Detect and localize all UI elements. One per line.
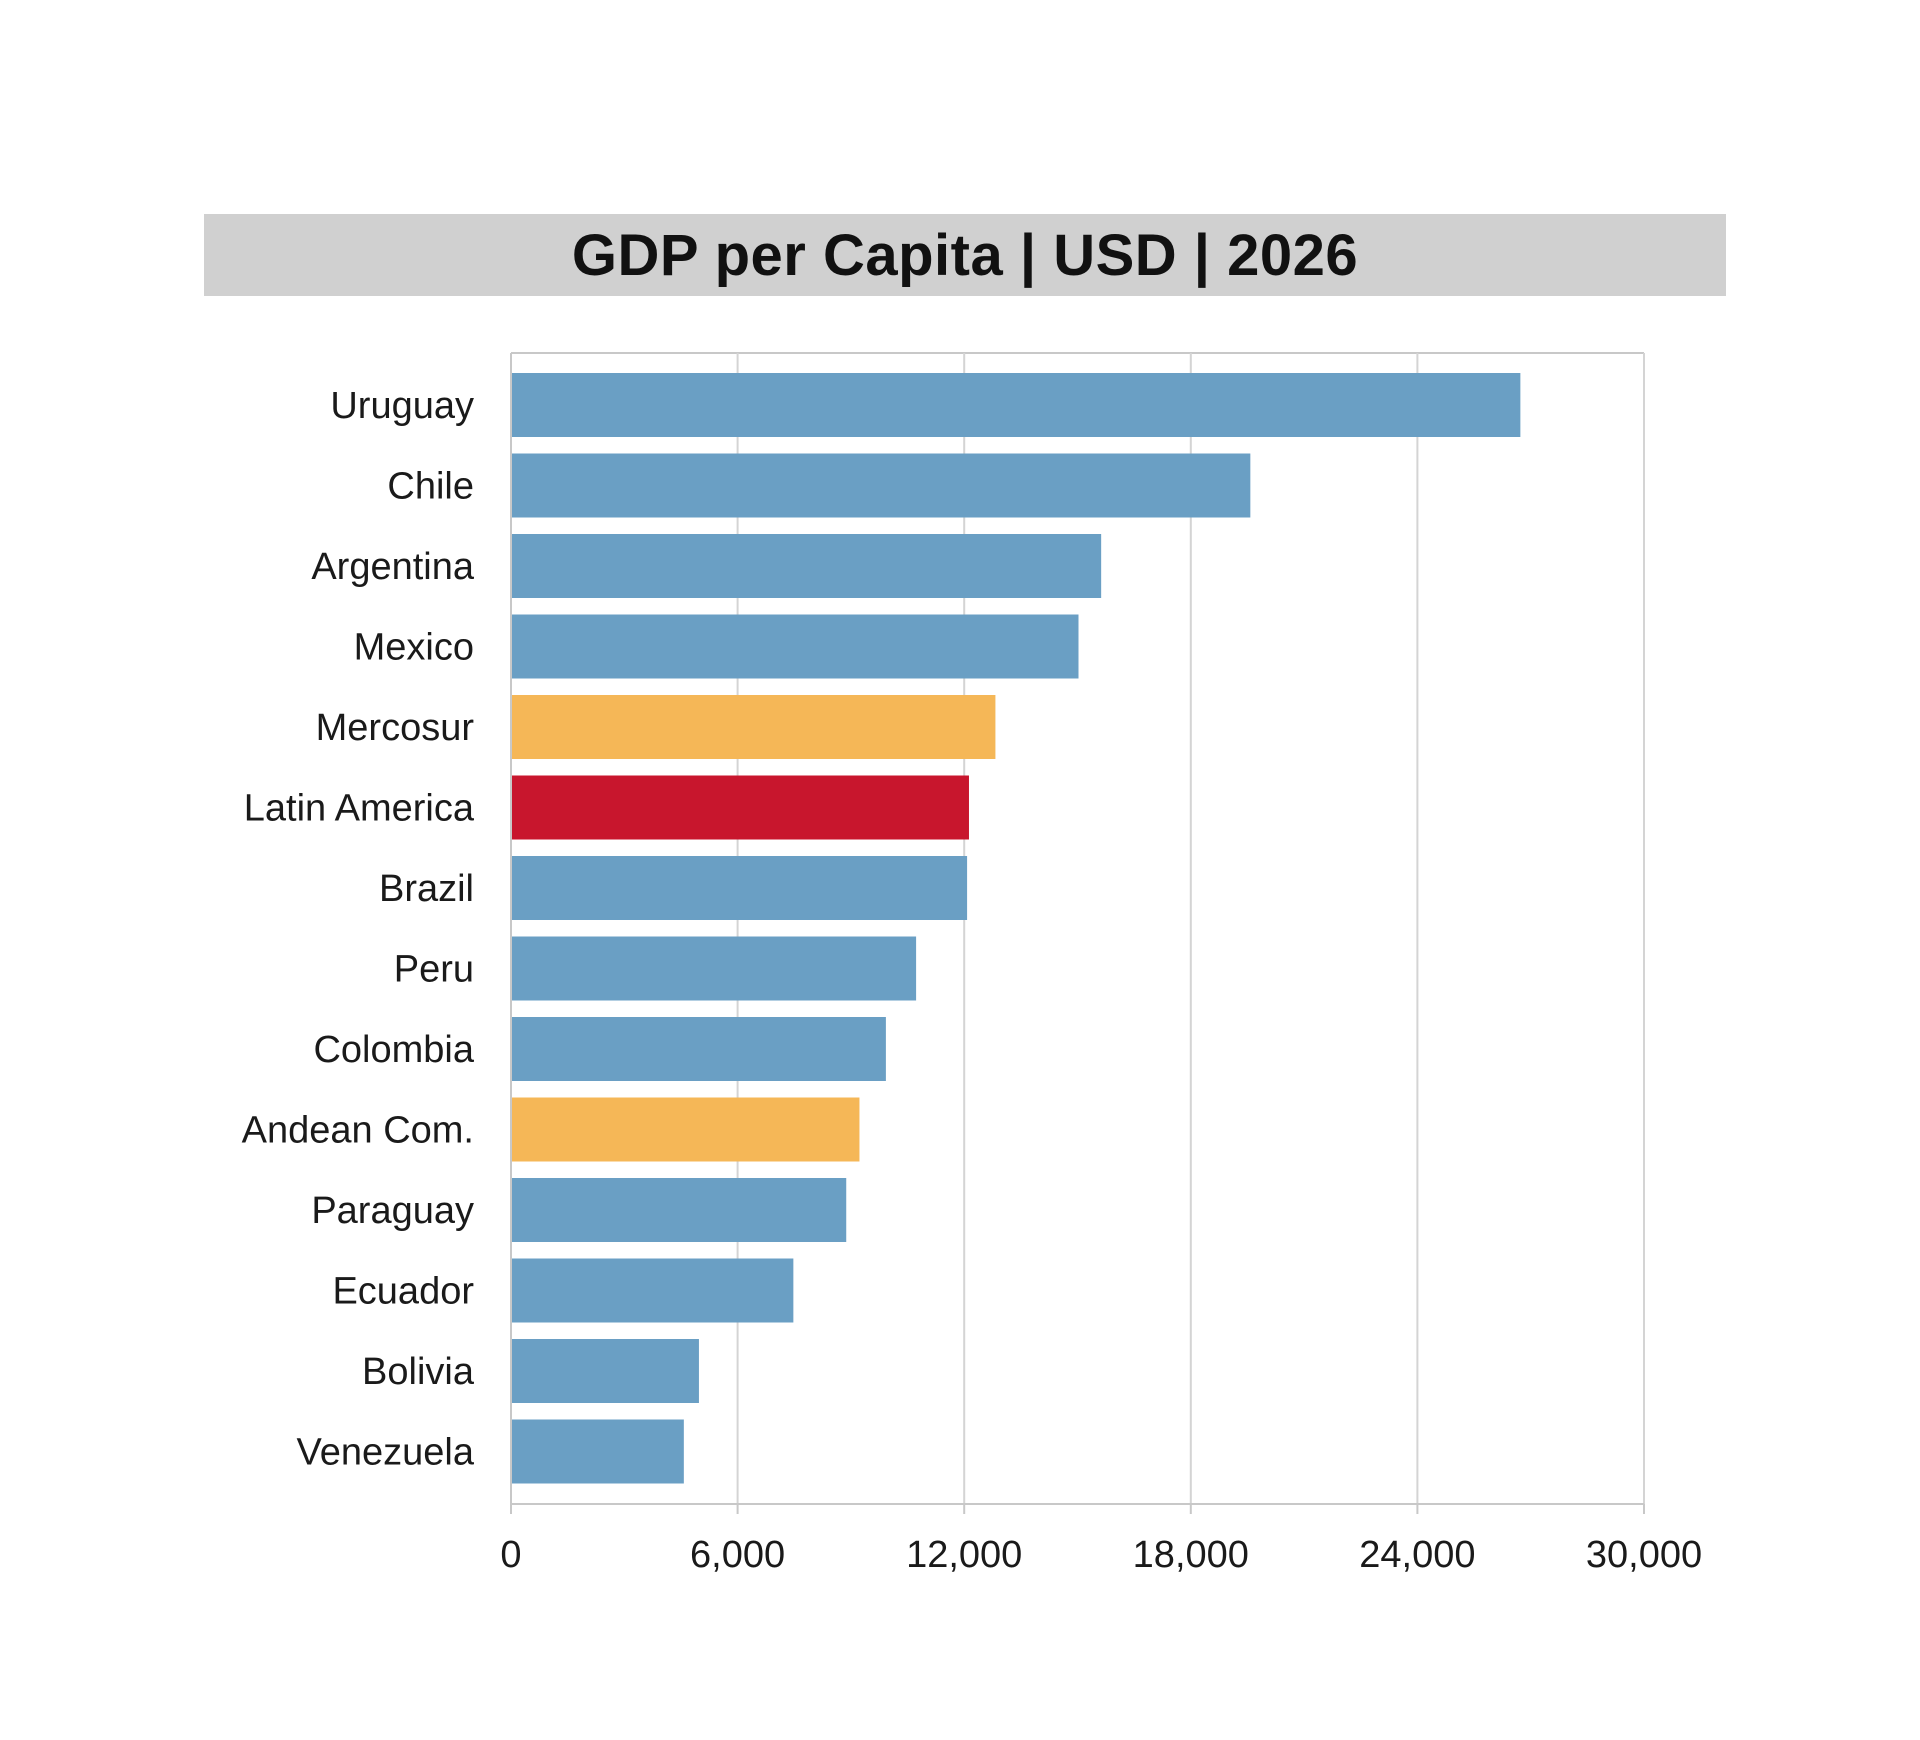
x-tick-label: 0 [500, 1534, 521, 1576]
category-label: Latin America [244, 788, 475, 830]
category-label: Uruguay [330, 385, 474, 427]
x-tick-label: 18,000 [1133, 1534, 1249, 1576]
bar [512, 1419, 684, 1484]
x-tick-label: 24,000 [1359, 1534, 1475, 1576]
bar [512, 1339, 699, 1403]
category-label: Colombia [313, 1029, 474, 1071]
category-label: Bolivia [362, 1351, 475, 1393]
bar [512, 936, 917, 1001]
category-label: Venezuela [297, 1432, 475, 1474]
bar [512, 1258, 794, 1323]
category-label: Chile [387, 466, 474, 508]
bar [512, 775, 969, 840]
category-label: Brazil [379, 868, 474, 910]
bar [512, 1097, 860, 1162]
chart-title: GDP per Capita | USD | 2026 [571, 222, 1359, 288]
bar [512, 534, 1102, 598]
chart-title-bar: GDP per Capita | USD | 2026 [204, 214, 1726, 296]
category-label: Argentina [311, 546, 475, 588]
category-label: Mercosur [316, 707, 475, 749]
bar [512, 1178, 847, 1242]
bar-layer [512, 373, 1521, 1484]
bar [512, 695, 996, 759]
bar [512, 1017, 886, 1081]
x-tick-labels: 0 6,000 12,000 18,000 24,000 30,000 [500, 1534, 1702, 1576]
x-tick-label: 30,000 [1586, 1534, 1702, 1576]
category-labels: Uruguay Chile Argentina Mexico Mercosur Latin… [242, 385, 475, 1474]
category-label: Ecuador [332, 1271, 474, 1313]
x-tick-label: 6,000 [690, 1534, 785, 1576]
bar [512, 856, 968, 920]
bar [512, 453, 1251, 518]
bar [512, 373, 1521, 437]
category-label: Paraguay [311, 1190, 474, 1232]
category-label: Andean Com. [242, 1110, 474, 1152]
category-label: Mexico [354, 627, 474, 669]
x-tick-label: 12,000 [906, 1534, 1022, 1576]
category-label: Peru [394, 949, 474, 991]
bar [512, 614, 1079, 679]
